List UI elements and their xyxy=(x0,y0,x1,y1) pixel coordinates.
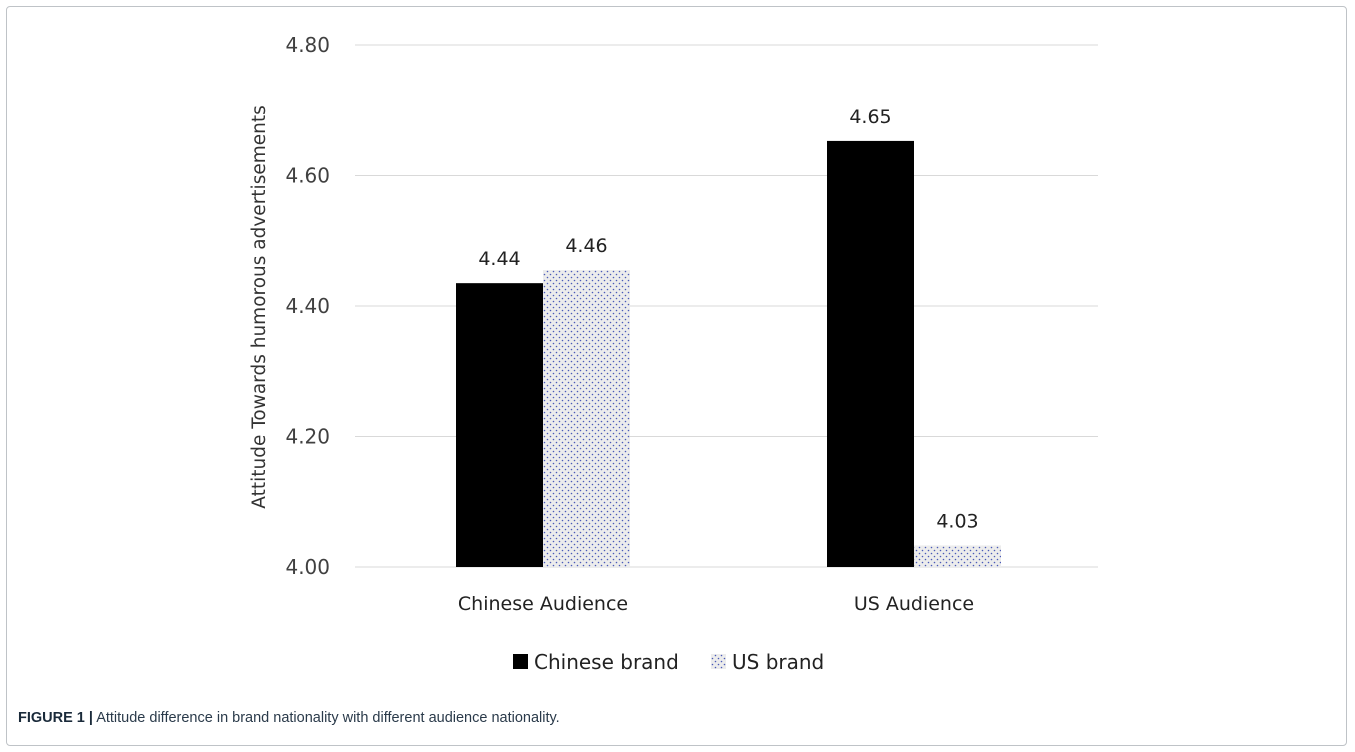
category-labels: Chinese Audience US Audience xyxy=(458,593,974,615)
bar-us-brand xyxy=(914,545,1001,567)
data-label: 4.65 xyxy=(849,106,891,128)
data-labels: 4.44 4.65 4.46 4.03 xyxy=(478,106,978,533)
data-label: 4.44 xyxy=(478,248,520,270)
y-tick-label: 4.20 xyxy=(285,425,330,449)
figure-caption: FIGURE 1 | Attitude difference in brand … xyxy=(18,710,560,726)
legend-label: US brand xyxy=(732,650,824,674)
legend-label: Chinese brand xyxy=(534,650,679,674)
y-tick-label: 4.40 xyxy=(285,294,330,318)
bar-chinese-brand xyxy=(827,140,914,568)
bar-us-brand xyxy=(543,270,630,567)
y-tick-label: 4.80 xyxy=(285,33,330,57)
y-axis-label: Attitude Towards humorous advertisements xyxy=(249,105,270,508)
figure-frame xyxy=(6,6,1347,746)
bar-chart: 4.00 4.20 4.40 4.60 4.80 4.44 4.65 4.46 4.03 Ch… xyxy=(249,33,1098,674)
caption-text: Attitude difference in brand nationality… xyxy=(92,710,560,726)
data-label: 4.03 xyxy=(936,510,978,532)
legend-swatch xyxy=(513,654,528,669)
category-label: US Audience xyxy=(854,593,974,615)
y-tick-labels: 4.00 4.20 4.40 4.60 4.80 xyxy=(285,33,330,579)
legend-swatch xyxy=(711,654,726,669)
category-label: Chinese Audience xyxy=(458,593,628,615)
y-tick-label: 4.00 xyxy=(285,555,330,579)
y-tick-label: 4.60 xyxy=(285,164,330,188)
caption-label: FIGURE 1 | xyxy=(18,710,93,726)
data-label: 4.46 xyxy=(565,235,607,257)
legend: Chinese brand US brand xyxy=(513,650,824,674)
bar-chinese-brand xyxy=(456,283,543,567)
bars xyxy=(456,140,1001,568)
